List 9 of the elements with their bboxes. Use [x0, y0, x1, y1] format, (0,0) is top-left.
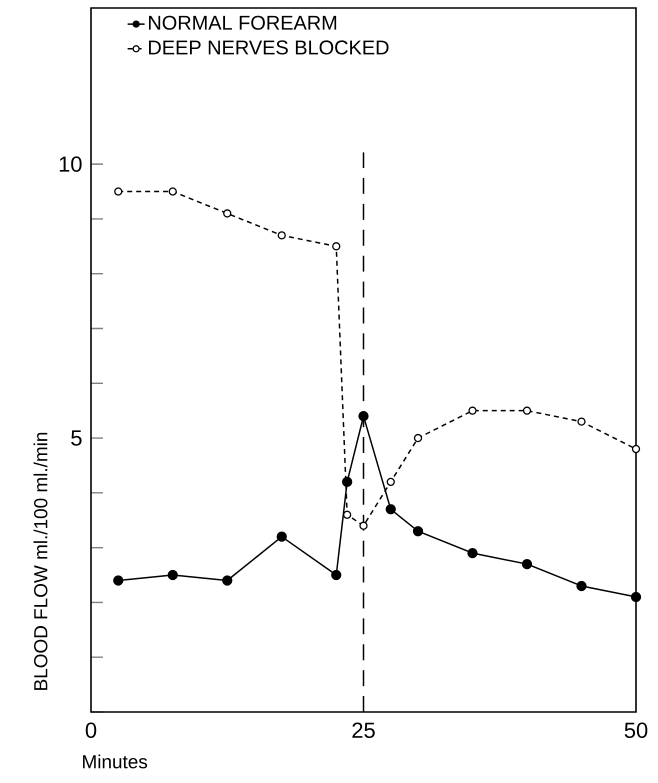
y-tick-label: 5	[71, 430, 82, 446]
x-tick-label: 0	[86, 722, 96, 738]
x-tick-label: 25	[352, 722, 375, 738]
y-axis-title: BLOOD FLOW ml./100 ml./min	[34, 432, 48, 690]
legend-label: NORMAL FOREARM	[149, 16, 336, 30]
x-tick-label: 50	[624, 722, 648, 738]
legend-label: DEEP NERVES BLOCKED	[149, 40, 389, 55]
y-tick-label: 10	[60, 156, 82, 172]
x-axis-title: Minutes	[83, 754, 148, 768]
